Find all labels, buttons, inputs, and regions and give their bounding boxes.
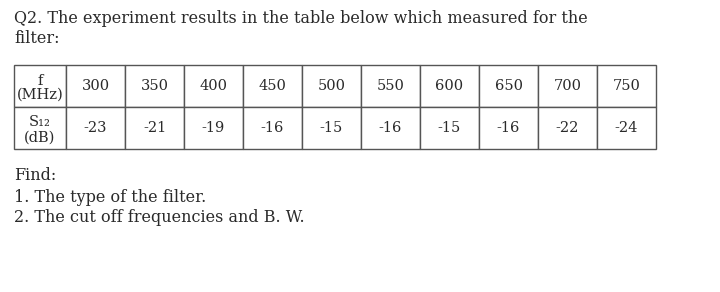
- Text: -16: -16: [379, 121, 402, 135]
- Bar: [125, 65, 184, 107]
- Text: -22: -22: [556, 121, 579, 135]
- Text: -19: -19: [202, 121, 225, 135]
- Bar: [538, 65, 597, 107]
- Text: -23: -23: [84, 121, 107, 135]
- Bar: [184, 107, 243, 149]
- Text: Q2. The experiment results in the table below which measured for the: Q2. The experiment results in the table …: [14, 10, 588, 27]
- Text: S₁₂: S₁₂: [29, 115, 51, 129]
- Text: -16: -16: [261, 121, 284, 135]
- Text: 750: 750: [613, 79, 640, 93]
- Bar: [597, 107, 656, 149]
- Text: (MHz): (MHz): [17, 87, 63, 101]
- Text: f: f: [37, 74, 42, 88]
- Bar: [479, 65, 538, 107]
- Text: Find:: Find:: [14, 167, 56, 184]
- Text: filter:: filter:: [14, 30, 60, 47]
- Text: 1. The type of the filter.: 1. The type of the filter.: [14, 189, 206, 206]
- Text: -15: -15: [320, 121, 343, 135]
- Bar: [125, 107, 184, 149]
- Text: 500: 500: [318, 79, 346, 93]
- Bar: [14, 107, 66, 149]
- Text: 400: 400: [199, 79, 228, 93]
- Bar: [479, 107, 538, 149]
- Bar: [538, 107, 597, 149]
- Bar: [14, 65, 66, 107]
- Text: 300: 300: [81, 79, 109, 93]
- Bar: [420, 65, 479, 107]
- Text: 550: 550: [377, 79, 405, 93]
- Bar: [302, 65, 361, 107]
- Text: 350: 350: [140, 79, 168, 93]
- Text: -21: -21: [143, 121, 166, 135]
- Bar: [361, 65, 420, 107]
- Text: 650: 650: [495, 79, 523, 93]
- Text: -15: -15: [438, 121, 461, 135]
- Bar: [420, 107, 479, 149]
- Text: -16: -16: [497, 121, 520, 135]
- Text: 450: 450: [258, 79, 287, 93]
- Text: (dB): (dB): [24, 130, 55, 144]
- Bar: [597, 65, 656, 107]
- Bar: [184, 65, 243, 107]
- Text: 600: 600: [436, 79, 464, 93]
- Bar: [243, 65, 302, 107]
- Bar: [361, 107, 420, 149]
- Bar: [66, 107, 125, 149]
- Text: 2. The cut off frequencies and B. W.: 2. The cut off frequencies and B. W.: [14, 209, 305, 226]
- Bar: [302, 107, 361, 149]
- Text: -24: -24: [615, 121, 638, 135]
- Bar: [243, 107, 302, 149]
- Text: 700: 700: [554, 79, 582, 93]
- Bar: [66, 65, 125, 107]
